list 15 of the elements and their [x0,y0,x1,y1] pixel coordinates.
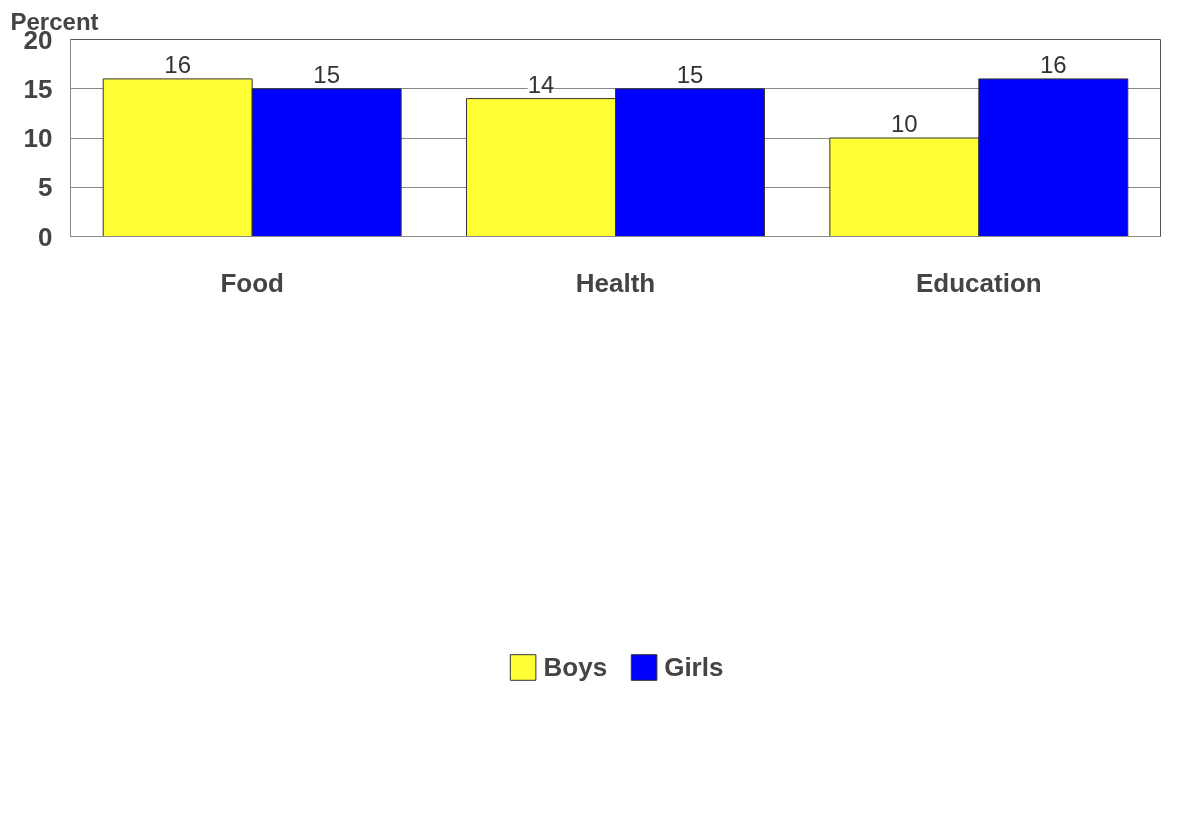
y-tick-label: 0 [38,221,53,252]
x-tick-label: Education [916,267,1042,298]
y-tick-label: 10 [23,123,53,153]
x-tick-label: Food [220,267,284,298]
data-label: 10 [891,110,918,137]
data-label: 15 [676,60,704,88]
legend-label: Girls [664,651,724,683]
data-label: 14 [527,70,555,98]
data-label: 15 [313,60,341,88]
x-tick-label: Health [575,267,656,298]
data-label: 16 [164,50,192,78]
y-tick-label: 5 [38,172,53,203]
legend-label: Boys [543,651,608,683]
y-tick-label: 15 [23,73,53,104]
data-label: 16 [1039,50,1067,78]
